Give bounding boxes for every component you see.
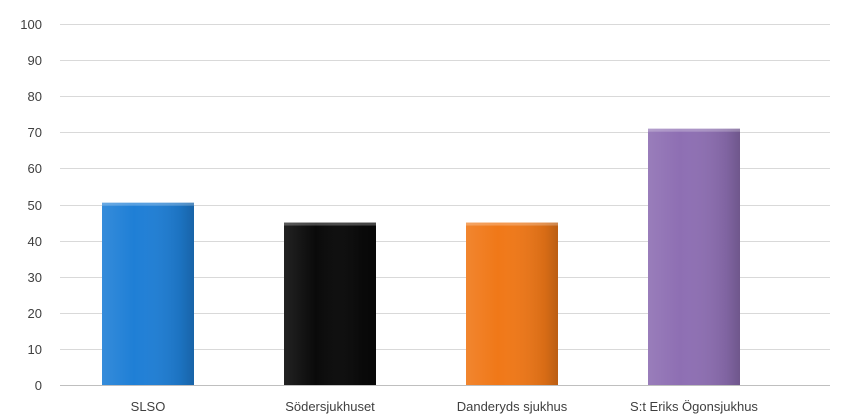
y-axis-ticks: 0 10 20 30 40 50 60 70 80 90 100 bbox=[20, 17, 42, 393]
bar-top-highlight bbox=[102, 202, 194, 206]
bar-top-highlight bbox=[284, 222, 376, 226]
x-axis-labels: SLSO Södersjukhuset Danderyds sjukhus S:t E… bbox=[131, 399, 759, 414]
bar-top-highlight bbox=[466, 222, 558, 226]
y-tick-label: 30 bbox=[28, 270, 42, 285]
bar-top-highlight bbox=[648, 128, 740, 132]
bars bbox=[102, 128, 740, 385]
y-tick-label: 100 bbox=[20, 17, 42, 32]
bar-shading bbox=[102, 202, 194, 385]
y-tick-label: 10 bbox=[28, 342, 42, 357]
x-tick-label: SLSO bbox=[131, 399, 166, 414]
y-tick-label: 90 bbox=[28, 53, 42, 68]
y-tick-label: 80 bbox=[28, 89, 42, 104]
bar-shading bbox=[648, 128, 740, 385]
bar-shading bbox=[284, 222, 376, 385]
y-tick-label: 0 bbox=[35, 378, 42, 393]
y-tick-label: 70 bbox=[28, 125, 42, 140]
x-tick-label: Södersjukhuset bbox=[285, 399, 375, 414]
bar-shading bbox=[466, 222, 558, 385]
y-tick-label: 50 bbox=[28, 198, 42, 213]
x-tick-label: S:t Eriks Ögonsjukhus bbox=[630, 399, 758, 414]
y-tick-label: 20 bbox=[28, 306, 42, 321]
x-tick-label: Danderyds sjukhus bbox=[457, 399, 568, 414]
y-tick-label: 40 bbox=[28, 234, 42, 249]
y-tick-label: 60 bbox=[28, 161, 42, 176]
